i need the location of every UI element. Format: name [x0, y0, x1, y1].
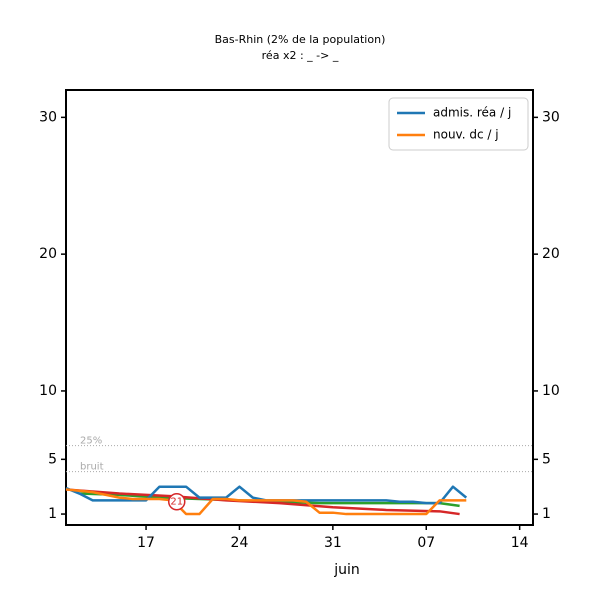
- reference-label: bruit: [80, 462, 104, 473]
- chart-title: Bas-Rhin (2% de la population): [215, 33, 386, 46]
- x-tick-label: 17: [137, 535, 155, 551]
- x-axis-label: juin: [333, 562, 360, 578]
- smoothed-line: [65, 488, 460, 516]
- reference-label: 25%: [80, 436, 102, 447]
- x-tick-label: 14: [511, 535, 529, 551]
- y2-tick-label: 1: [542, 506, 551, 522]
- y2-tick-label: 20: [542, 246, 560, 262]
- smoothed-line: [79, 492, 460, 508]
- series-line: [65, 488, 467, 516]
- y-tick-label: 20: [39, 246, 57, 262]
- legend-label: nouv. dc / j: [433, 128, 499, 142]
- y2-tick-label: 5: [542, 451, 551, 467]
- plot-frame: [65, 89, 534, 526]
- x-tick-label: 24: [231, 535, 249, 551]
- legend-box: [388, 97, 529, 151]
- y2-tick-label: 30: [542, 109, 560, 125]
- marker: [167, 492, 186, 511]
- y-tick-label: 30: [39, 109, 57, 125]
- x-tick-label: 31: [324, 535, 342, 551]
- y-tick-label: 1: [48, 506, 57, 522]
- marker-label: 21: [170, 497, 183, 508]
- legend-label: admis. réa / j: [433, 106, 511, 120]
- y-tick-label: 10: [39, 383, 57, 399]
- y-tick-label: 5: [48, 451, 57, 467]
- x-tick-label: 07: [417, 535, 435, 551]
- y2-tick-label: 10: [542, 383, 560, 399]
- chart-subtitle: réa x2 : _ -> _: [262, 49, 339, 62]
